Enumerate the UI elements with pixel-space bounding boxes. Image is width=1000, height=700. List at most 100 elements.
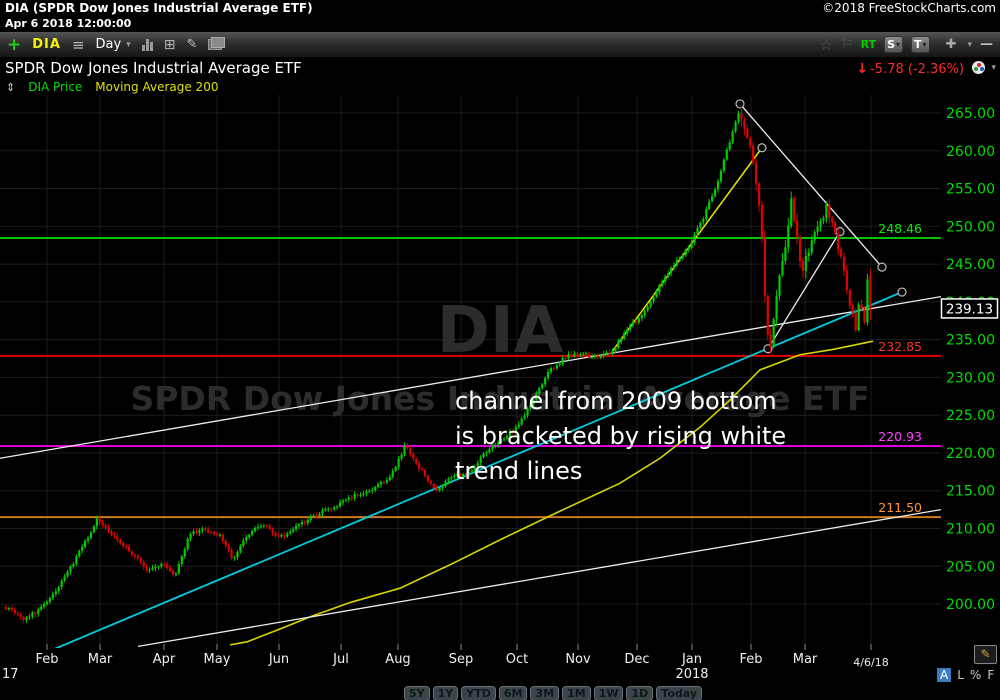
- scale-mode-F[interactable]: F: [987, 668, 995, 682]
- trendline-handle[interactable]: [735, 99, 745, 109]
- scale-mode-A[interactable]: A: [937, 668, 952, 682]
- timeframe-button-today[interactable]: Today: [656, 686, 703, 700]
- candle: [801, 260, 805, 271]
- timeframe-button-6m[interactable]: 6M: [498, 686, 528, 700]
- candle: [863, 309, 866, 323]
- chart-annotation[interactable]: is bracketed by rising white: [455, 422, 786, 450]
- candle: [142, 562, 145, 567]
- timeframe-button-3m[interactable]: 3M: [530, 686, 560, 700]
- candle: [259, 525, 263, 527]
- timeframe-button-1m[interactable]: 1M: [562, 686, 591, 700]
- candle: [652, 296, 655, 302]
- candle: [31, 612, 34, 617]
- x-axis-label: Jul: [332, 652, 349, 667]
- color-settings[interactable]: ▾: [972, 61, 996, 74]
- title-bar: DIA (SPDR Dow Jones Industrial Average E…: [5, 1, 996, 16]
- candle: [637, 318, 640, 323]
- timeframe-button-1y[interactable]: 1Y: [432, 686, 459, 700]
- candle: [69, 566, 72, 572]
- candle: [596, 355, 599, 359]
- price-line-label: 232.85: [878, 339, 922, 354]
- candle: [312, 515, 315, 517]
- chart-annotation[interactable]: channel from 2009 bottom: [455, 387, 777, 415]
- chart-style-icon[interactable]: [141, 38, 153, 51]
- scan-button[interactable]: S ▾: [884, 36, 904, 53]
- x-axis-label: May: [204, 652, 231, 667]
- candle: [218, 534, 221, 536]
- candle: [192, 531, 195, 534]
- favorite-star-icon[interactable]: ☆: [819, 35, 833, 54]
- legend-price-series[interactable]: DIA Price: [28, 80, 83, 94]
- candle: [377, 484, 380, 488]
- trendline-handle[interactable]: [877, 262, 887, 272]
- candle: [7, 607, 11, 609]
- candle: [133, 554, 137, 557]
- layout-icon[interactable]: [208, 37, 226, 50]
- scale-mode-L[interactable]: L: [957, 668, 964, 682]
- candle: [705, 209, 708, 219]
- candle: [265, 525, 268, 527]
- watchlist-icon[interactable]: ≡: [71, 35, 85, 54]
- draw-tool-icon[interactable]: ✎: [186, 37, 198, 52]
- last-price-box: 239.13: [940, 298, 999, 319]
- candle: [664, 276, 667, 282]
- candle: [379, 482, 383, 485]
- trendline-handle[interactable]: [757, 143, 767, 153]
- x-axis-label: Mar: [88, 652, 113, 667]
- x-axis-year-label: 17: [2, 667, 19, 682]
- chevron-down-icon[interactable]: ▾: [967, 39, 972, 50]
- symbol-input[interactable]: DIA: [32, 37, 61, 52]
- candle: [781, 260, 784, 276]
- x-axis-label: Sep: [449, 652, 474, 667]
- move-icon[interactable]: ✚: [945, 37, 957, 52]
- timeframe-button-ytd[interactable]: YTD: [461, 686, 496, 700]
- candle: [617, 341, 620, 348]
- candle: [549, 368, 553, 372]
- feb-rebound-line[interactable]: [767, 231, 841, 350]
- candle: [520, 418, 523, 425]
- candle: [63, 576, 66, 581]
- x-axis-label: Mar: [793, 652, 818, 667]
- candle: [385, 480, 388, 483]
- period-dropdown[interactable]: Day ▾: [96, 37, 131, 52]
- flag-icon[interactable]: ⚐: [840, 37, 853, 52]
- candle: [576, 353, 579, 355]
- draw-annotation-button[interactable]: ✎: [974, 645, 997, 664]
- candle: [412, 453, 415, 459]
- candle: [438, 488, 441, 491]
- timeframe-button-5y[interactable]: 5Y: [404, 686, 430, 700]
- trendline-handle[interactable]: [897, 287, 907, 297]
- candle: [754, 162, 758, 184]
- candle: [796, 220, 799, 238]
- candle: [851, 305, 854, 313]
- add-indicator-icon[interactable]: ⊞: [163, 36, 176, 53]
- minimize-icon[interactable]: —: [980, 37, 993, 52]
- timeframe-button-1w[interactable]: 1W: [593, 686, 624, 700]
- scale-mode-%[interactable]: %: [969, 668, 982, 682]
- candle: [681, 255, 684, 258]
- add-symbol-icon[interactable]: +: [7, 34, 22, 55]
- chart-annotation[interactable]: trend lines: [455, 457, 582, 485]
- candle: [330, 508, 333, 510]
- candle: [189, 533, 192, 539]
- candle: [722, 159, 725, 171]
- candle: [467, 471, 471, 476]
- candle: [207, 529, 210, 533]
- scale-icon[interactable]: ⇕: [6, 80, 16, 94]
- candle: [84, 540, 87, 547]
- legend-ma200[interactable]: Moving Average 200: [95, 80, 219, 94]
- x-axis-label: Feb: [739, 652, 762, 667]
- candle: [403, 445, 406, 455]
- candle: [784, 247, 787, 261]
- tools-button[interactable]: T ▾: [911, 36, 930, 53]
- candle: [40, 606, 43, 610]
- jan-high-downtrend-line[interactable]: [739, 103, 883, 268]
- candle: [242, 540, 245, 546]
- nov-jan-rally-line[interactable]: [611, 147, 763, 353]
- timeframe-button-1d[interactable]: 1D: [626, 686, 654, 700]
- chevron-down-icon: ▾: [896, 40, 901, 49]
- candle: [708, 201, 711, 210]
- ma200-line[interactable]: [229, 340, 874, 646]
- lower-channel-line[interactable]: [137, 508, 941, 648]
